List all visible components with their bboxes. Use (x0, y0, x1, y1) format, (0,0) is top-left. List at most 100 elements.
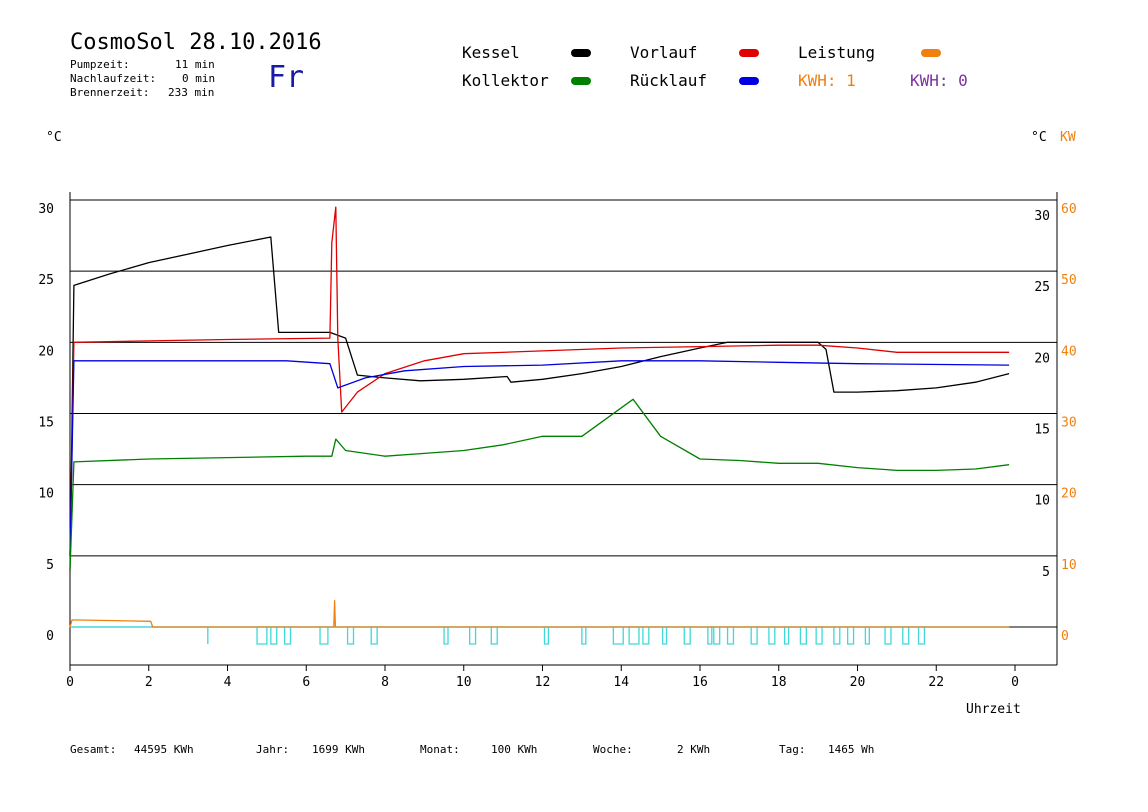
legend-vorlauf-label: Vorlauf (630, 43, 698, 62)
y2-tick-label: 0 (1061, 629, 1069, 644)
pump-run (799, 627, 807, 645)
legend-kollektor-label: Kollektor (462, 71, 549, 90)
legend-kessel-label: Kessel (462, 43, 520, 62)
footer-gesamt-value: 44595 KWh (134, 743, 194, 756)
pump-run (628, 627, 640, 645)
x-tick-label: 0 (66, 675, 74, 690)
pump-run (283, 627, 292, 645)
pump-run (642, 627, 650, 645)
x-tick-label: 20 (850, 675, 866, 690)
legend-kwh1: KWH: 1 (798, 71, 856, 90)
y-tick-label-left: 5 (46, 558, 54, 573)
pump-run (707, 627, 713, 645)
x-tick-label: 14 (613, 675, 629, 690)
y-tick-label-left: 10 (38, 487, 54, 502)
y2-tick-label: 10 (1061, 558, 1077, 573)
footer-woche-label: Woche: (593, 743, 633, 756)
series-line-leistung (69, 600, 1010, 628)
pump-run (683, 627, 691, 645)
footer-monat-label: Monat: (420, 743, 460, 756)
legend-kessel-swatch (571, 49, 591, 57)
x-tick-label: 0 (1011, 675, 1019, 690)
legend-ruecklauf-label: Rücklauf (630, 71, 708, 90)
x-tick-label: 6 (302, 675, 310, 690)
y2-tick-label: 30 (1061, 416, 1077, 431)
pumpzeit-label: Pumpzeit: (70, 58, 130, 71)
series-line-rcklauf (69, 360, 1010, 556)
x-tick-label: 4 (224, 675, 232, 690)
y-tick-label-right: 5 (1042, 565, 1050, 580)
y-tick-label-right: 30 (1034, 209, 1050, 224)
x-tick-label: 2 (145, 675, 153, 690)
y-tick-label-left: 20 (38, 344, 54, 359)
y-tick-label-left: 0 (46, 629, 54, 644)
left-axis-unit: °C (46, 130, 62, 145)
y-tick-label-right: 15 (1034, 423, 1050, 438)
nachlaufzeit-label: Nachlaufzeit: (70, 72, 157, 85)
legend-leistung-swatch (921, 49, 941, 57)
pump-run (902, 627, 910, 645)
y2-tick-label: 20 (1061, 487, 1077, 502)
pump-run (847, 627, 855, 645)
footer-jahr-label: Jahr: (256, 743, 290, 756)
pump-run (784, 627, 790, 645)
y-tick-label-right: 25 (1034, 280, 1050, 295)
y2-tick-label: 60 (1061, 202, 1077, 217)
pump-run (917, 627, 926, 645)
footer-jahr-value: 1699 KWh (312, 743, 365, 756)
pump-run (726, 627, 735, 645)
legend-leistung-label: Leistung (798, 43, 876, 62)
footer-gesamt-label: Gesamt: (70, 743, 117, 756)
pump-run (833, 627, 841, 645)
legend-kwh2: KWH: 0 (910, 71, 968, 90)
chart-title: CosmoSol 28.10.2016 (70, 30, 322, 55)
x-axis-label: Uhrzeit (966, 702, 1021, 717)
y2-tick-label: 50 (1061, 273, 1077, 288)
pump-run (256, 627, 268, 645)
footer-tag-value: 1465 Wh (828, 743, 875, 756)
x-tick-label: 8 (381, 675, 389, 690)
x-tick-label: 10 (456, 675, 472, 690)
pump-run (370, 627, 378, 645)
weekday-label: Fr (268, 60, 305, 95)
series-line-vorlauf (69, 206, 1010, 556)
pump-run (884, 627, 892, 645)
footer-monat-value: 100 KWh (491, 743, 538, 756)
pump-run (815, 627, 823, 645)
x-tick-label: 18 (771, 675, 787, 690)
pump-run (270, 627, 278, 645)
pump-run (750, 627, 758, 645)
pump-run (581, 627, 587, 645)
pump-run (768, 627, 776, 645)
x-tick-label: 16 (692, 675, 708, 690)
pump-run (469, 627, 477, 645)
legend-ruecklauf-swatch (739, 77, 759, 85)
pumpzeit-value: 11 min (175, 58, 215, 71)
pump-run (346, 627, 355, 645)
pump-run (443, 627, 449, 645)
pump-run (490, 627, 498, 645)
footer-woche-value: 2 KWh (677, 743, 711, 756)
pump-run (612, 627, 624, 645)
legend-vorlauf-swatch (739, 49, 759, 57)
y-tick-label-right: 20 (1034, 351, 1050, 366)
y-tick-label-left: 15 (38, 416, 54, 431)
y2-tick-label: 40 (1061, 344, 1077, 359)
legend-kollektor-swatch (571, 77, 591, 85)
series-line-kollektor (69, 398, 1010, 571)
pump-run (661, 627, 668, 645)
x-tick-label: 12 (535, 675, 551, 690)
brennerzeit-label: Brennerzeit: (70, 86, 150, 99)
brennerzeit-value: 233 min (168, 86, 215, 99)
x-tick-label: 22 (928, 675, 944, 690)
series-line-kessel (69, 236, 1010, 571)
pump-run (713, 627, 721, 645)
footer-tag-label: Tag: (779, 743, 806, 756)
pump-run (319, 627, 329, 645)
power-axis-unit: KW (1060, 130, 1076, 145)
y-tick-label-right: 10 (1034, 494, 1050, 509)
y-tick-label-left: 25 (38, 273, 54, 288)
nachlaufzeit-value: 0 min (182, 72, 216, 85)
y-tick-label-left: 30 (38, 202, 54, 217)
